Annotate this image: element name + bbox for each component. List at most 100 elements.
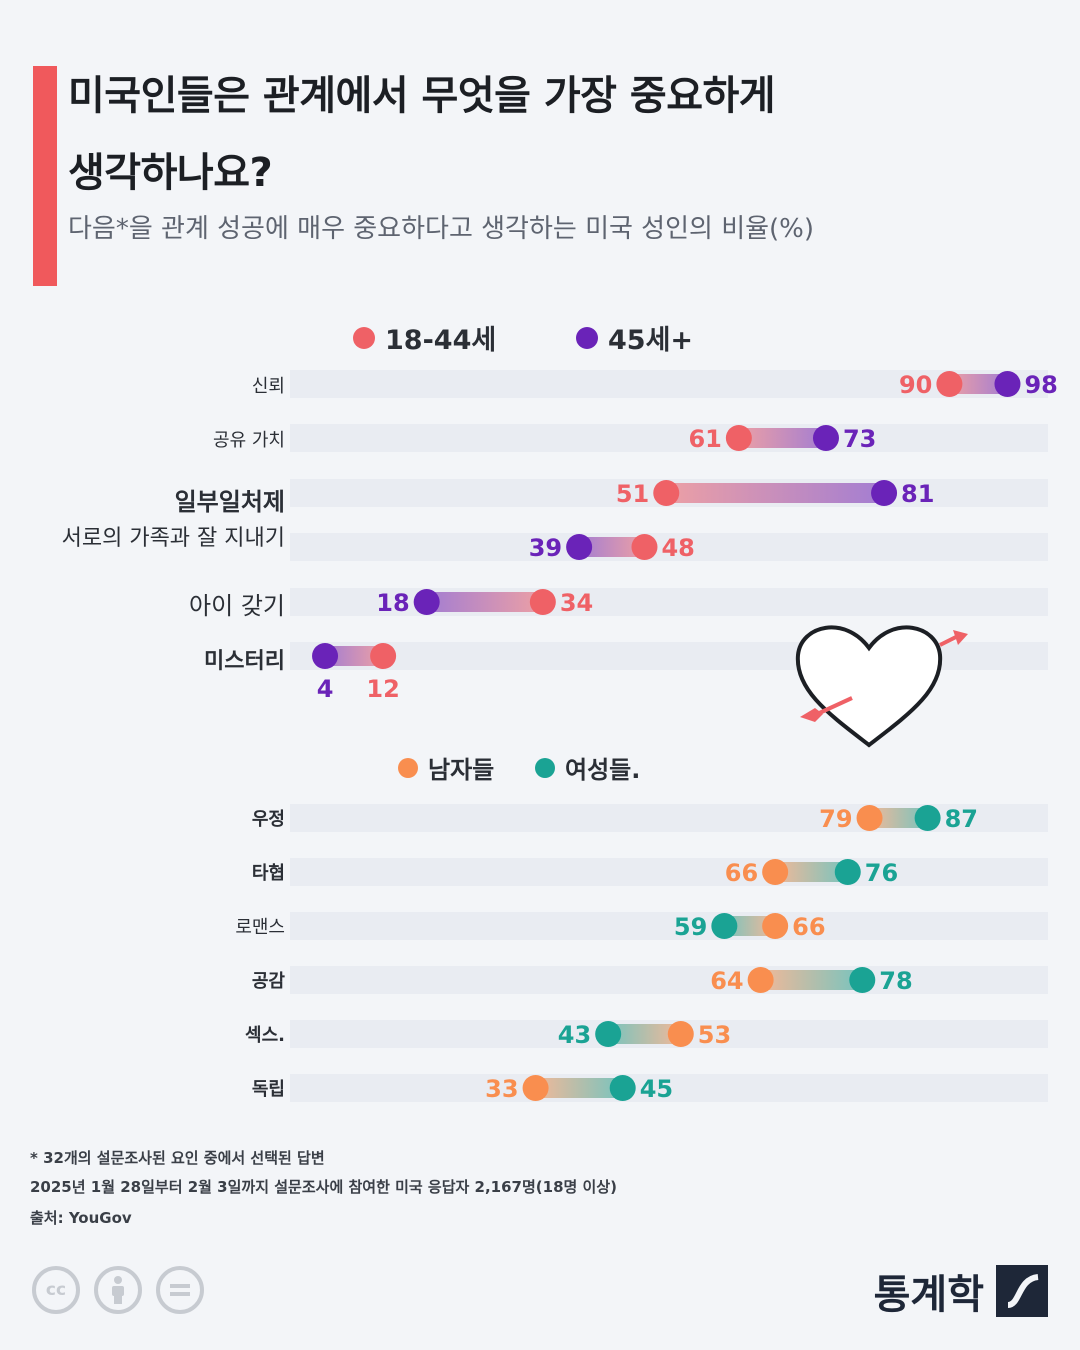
person-icon [94,1266,142,1314]
legend-label-men: 남자들 [428,756,495,784]
range-bar [608,1024,681,1044]
row-label-children: 아이 갖기 [189,592,285,620]
title-accent-bar [33,66,57,286]
dot-series-a [667,1021,694,1047]
row-label-compromise: 타협 [251,863,285,884]
dot-series-a [725,425,752,451]
value-label: 87 [945,805,978,833]
range-bar [325,646,384,666]
dot-series-b [595,1021,622,1047]
value-label: 48 [661,534,694,562]
dot-series-a [370,643,397,669]
value-label: 64 [710,967,743,995]
row-label-mystery: 미스터리 [204,649,285,674]
value-label: 66 [792,913,825,941]
dot-series-b [609,1075,636,1101]
value-label: 78 [879,967,912,995]
dot-series-a [631,534,658,560]
legend-age-45: 45세+ [576,318,693,357]
row-track [290,1074,1048,1102]
row-label-families: 서로의 가족과 잘 지내기 [61,526,285,551]
brand-mark-icon [996,1265,1048,1317]
range-bar [426,592,543,612]
row-track [290,912,1048,940]
value-label: 73 [843,425,876,453]
license-icons: cc [32,1266,204,1314]
dot-series-b [994,371,1021,397]
legend-gender-men: 남자들 [398,750,494,785]
row-track [290,858,1048,886]
legend-dot-women [535,757,555,778]
range-bar [949,374,1008,394]
page-title-line2: 생각하나요? [68,150,273,196]
legend-dot-18-44 [353,326,375,349]
dot-series-a [529,589,556,615]
legend-dot-45-plus [576,326,598,349]
legend-label-women: 여성들. [565,756,641,784]
legend-label-45-plus: 45세+ [608,325,694,356]
range-bar [666,483,885,503]
row-label-monogamy: 일부일처제 [174,488,285,516]
value-label: 59 [674,913,707,941]
value-label: 66 [725,859,758,887]
dot-series-a [762,859,789,885]
row-label-shared-values: 공유 가치 [213,430,285,451]
row-label-independence: 독립 [251,1079,285,1100]
row-track [290,966,1048,994]
range-bar [724,916,776,936]
dot-series-b [834,859,861,885]
brand-name: 통계학 [873,1272,984,1318]
dot-series-b [711,913,738,939]
range-bar [869,808,928,828]
dot-series-a [762,913,789,939]
value-label: 45 [640,1075,673,1103]
value-label: 43 [558,1021,591,1049]
range-bar [760,970,863,990]
range-bar [738,428,826,448]
row-label-empathy: 공감 [251,971,285,992]
dot-series-b [914,805,941,831]
dot-series-a [653,480,680,506]
range-bar [579,537,645,557]
value-label: 98 [1024,371,1057,399]
footnote-survey: 2025년 1월 28일부터 2월 3일까지 설문조사에 참여한 미국 응답자 … [30,1178,617,1196]
value-label: 34 [560,589,593,617]
row-label-trust: 신뢰 [251,376,285,397]
dot-series-b [413,589,440,615]
row-track [290,424,1048,452]
row-track [290,533,1048,561]
legend-label-18-44: 18-44세 [385,325,497,356]
dot-series-b [812,425,839,451]
dot-series-a [856,805,883,831]
legend-dot-men [398,757,418,778]
value-label: 76 [865,859,898,887]
dot-series-b [849,967,876,993]
value-label: 53 [698,1021,731,1049]
row-label-sex: 섹스. [245,1025,285,1046]
value-label: 12 [366,675,399,703]
heart-arrow-icon [795,625,968,748]
equals-icon [156,1266,204,1314]
cc-icon: cc [32,1266,80,1314]
dot-series-a [747,967,774,993]
dot-series-b [312,643,339,669]
page-title-line1: 미국인들은 관계에서 무엇을 가장 중요하게 [68,73,776,119]
row-track [290,370,1048,398]
value-label: 81 [901,480,934,508]
legend-gender-women: 여성들. [535,750,640,785]
row-label-friendship: 우정 [251,809,285,830]
dot-series-b [871,480,898,506]
dot-series-a [522,1075,549,1101]
legend-age: 18-44세 [353,318,496,357]
value-label: 90 [899,371,932,399]
value-label: 61 [688,425,721,453]
brand-logo: 통계학 [874,1262,1048,1320]
footnote-selection: * 32개의 설문조사된 요인 중에서 선택된 답변 [30,1149,325,1167]
row-label-romance: 로맨스 [235,917,285,938]
value-label: 18 [376,589,409,617]
range-bar [535,1078,623,1098]
value-label: 33 [485,1075,518,1103]
page-subtitle: 다음*을 관계 성공에 매우 중요하다고 생각하는 미국 성인의 비율(%) [68,214,815,244]
dot-series-b [566,534,593,560]
